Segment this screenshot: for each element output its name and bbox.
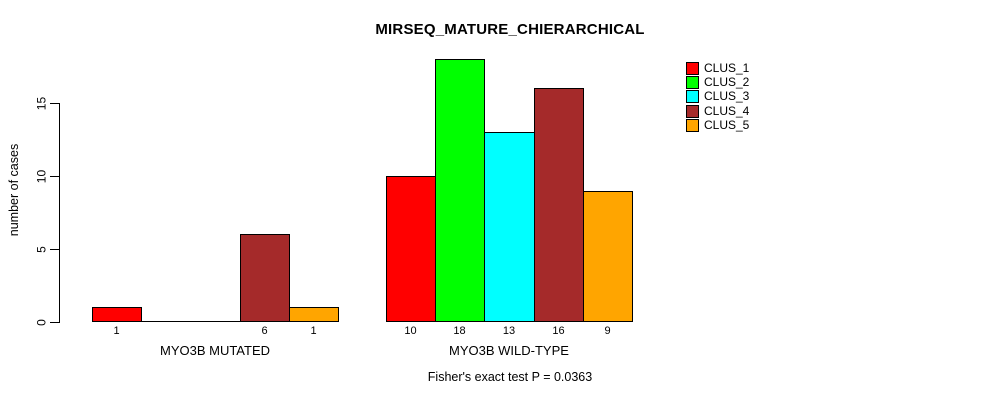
chart-title: MIRSEQ_MATURE_CHIERARCHICAL xyxy=(375,21,645,38)
legend-label: CLUS_4 xyxy=(704,103,750,118)
bar-value-label: 18 xyxy=(453,325,466,337)
y-tick-label: 5 xyxy=(34,246,49,253)
y-tick-label: 15 xyxy=(34,96,49,111)
y-tick xyxy=(50,249,59,250)
x-group-label: MYO3B WILD-TYPE xyxy=(449,343,569,358)
bar-clus_5-2 xyxy=(583,191,633,322)
legend-swatch-clus_3 xyxy=(686,90,699,104)
y-axis-label: number of cases xyxy=(7,143,21,237)
legend-label: CLUS_5 xyxy=(704,117,750,132)
bar-clus_4-1 xyxy=(240,234,290,322)
y-tick xyxy=(50,322,59,323)
y-tick xyxy=(50,176,59,177)
bar-clus_3-2 xyxy=(484,132,535,322)
bar-value-label: 13 xyxy=(502,325,516,337)
bar-value-label: 1 xyxy=(113,325,120,337)
zero-bar-line xyxy=(190,321,241,322)
legend: CLUS_1 CLUS_2 CLUS_3 CLUS_4 CLUS_5 xyxy=(686,61,749,132)
legend-swatch-clus_5 xyxy=(686,118,699,132)
y-tick-label: 10 xyxy=(34,169,49,184)
legend-swatch-clus_1 xyxy=(686,61,699,75)
fisher-test-footnote: Fisher's exact test P = 0.0363 xyxy=(427,370,593,384)
legend-label: CLUS_2 xyxy=(704,74,750,89)
x-group-label: MYO3B MUTATED xyxy=(159,343,271,358)
bar-clus_1-2 xyxy=(386,176,436,322)
y-axis xyxy=(59,103,60,323)
legend-item: CLUS_4 xyxy=(686,104,749,118)
bar-clus_2-2 xyxy=(435,59,485,322)
bar-value-label: 9 xyxy=(604,325,611,337)
bar-value-label: 10 xyxy=(404,325,417,337)
legend-label: CLUS_3 xyxy=(704,89,750,104)
bar-clus_4-2 xyxy=(534,88,584,322)
legend-label: CLUS_1 xyxy=(704,60,750,75)
legend-swatch-clus_2 xyxy=(686,75,699,89)
legend-item: CLUS_5 xyxy=(686,118,749,132)
bar-clus_1-1 xyxy=(92,307,142,322)
legend-item: CLUS_3 xyxy=(686,90,749,104)
bar-value-label: 6 xyxy=(261,325,268,337)
y-tick-label: 0 xyxy=(34,319,49,326)
bar-value-label: 16 xyxy=(552,325,565,337)
legend-item: CLUS_2 xyxy=(686,75,749,89)
legend-swatch-clus_4 xyxy=(686,104,699,118)
y-tick xyxy=(50,103,59,104)
bar-value-label: 1 xyxy=(310,325,317,337)
zero-bar-line xyxy=(141,321,191,322)
legend-item: CLUS_1 xyxy=(686,61,749,75)
bar-clus_5-1 xyxy=(289,307,339,322)
